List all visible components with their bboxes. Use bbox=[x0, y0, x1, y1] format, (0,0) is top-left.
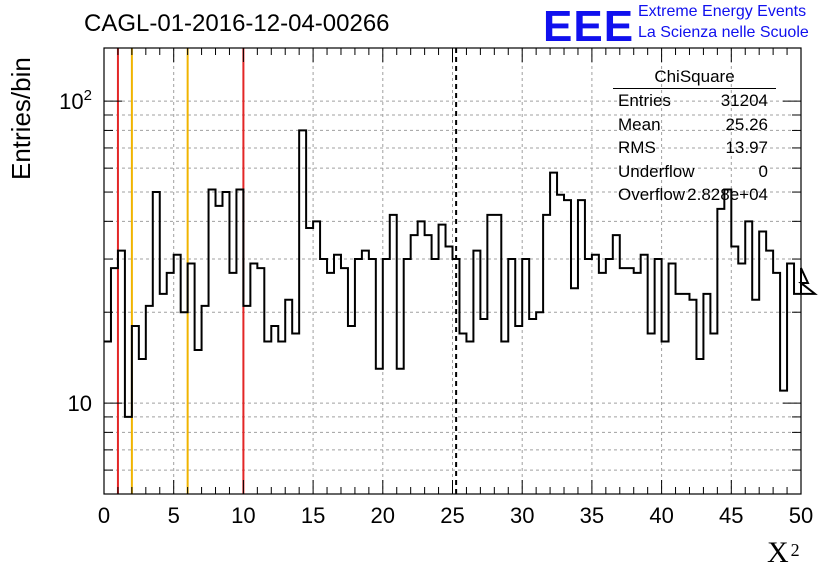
axis-ticks: 0 5 10 15 20 25 30 35 40 45 50 10 102 bbox=[59, 48, 813, 528]
stats-box: ChiSquare Entries 31204 Mean 25.26 RMS 1… bbox=[611, 66, 776, 207]
logo-caption-line2: La Scienza nelle Scuole bbox=[638, 24, 809, 41]
stat-row-entries: Entries 31204 bbox=[611, 89, 776, 113]
stats-title: ChiSquare bbox=[613, 66, 776, 89]
x-tick-label: 35 bbox=[580, 503, 604, 528]
y-tick-label: 102 bbox=[59, 87, 92, 114]
eee-logo: EEE bbox=[543, 2, 635, 51]
chart-title: CAGL-01-2016-12-04-00266 bbox=[84, 10, 390, 37]
logo-caption-line1: Extreme Energy Events bbox=[638, 3, 807, 20]
stat-value: 2.828e+04 bbox=[687, 185, 768, 204]
stat-value: 0 bbox=[758, 161, 768, 181]
x-tick-label: 10 bbox=[231, 503, 255, 528]
x-tick-label: 25 bbox=[440, 503, 464, 528]
x-tick-label: 50 bbox=[789, 503, 813, 528]
stat-row-overflow: Overflow 2.828e+04 bbox=[611, 183, 776, 207]
histogram-line bbox=[104, 129, 818, 418]
stat-value: 31204 bbox=[720, 91, 768, 110]
x-tick-label: 15 bbox=[301, 503, 325, 528]
x-tick-label: 20 bbox=[371, 503, 395, 528]
stat-label: Entries bbox=[618, 91, 671, 110]
x-tick-label: 30 bbox=[510, 503, 534, 528]
y-axis-label: Entries/bin bbox=[6, 57, 36, 180]
stat-row-rms: RMS 13.97 bbox=[611, 136, 776, 160]
y-tick-label: 10 bbox=[68, 391, 92, 416]
stat-label: Overflow bbox=[618, 185, 686, 204]
x-tick-label: 40 bbox=[649, 503, 673, 528]
x-tick-label: 0 bbox=[98, 503, 110, 528]
stat-label: Mean bbox=[618, 114, 661, 134]
histogram-series bbox=[104, 129, 818, 418]
x-tick-label: 45 bbox=[719, 503, 743, 528]
stat-row-underflow: Underflow 0 bbox=[611, 160, 776, 184]
stat-row-mean: Mean 25.26 bbox=[611, 113, 776, 137]
stat-label: RMS bbox=[618, 138, 656, 157]
stat-value: 25.26 bbox=[725, 114, 768, 134]
x-tick-label: 5 bbox=[168, 503, 180, 528]
stat-label: Underflow bbox=[618, 161, 695, 181]
stat-value: 13.97 bbox=[725, 138, 768, 157]
